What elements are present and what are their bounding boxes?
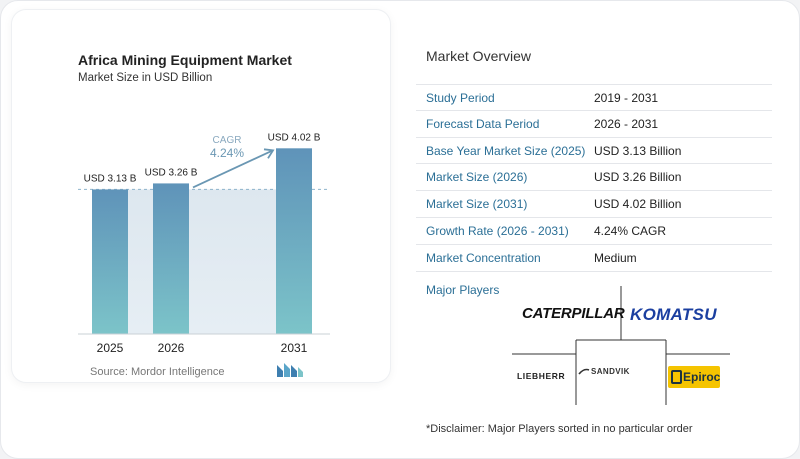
overview-row-value: 2019 - 2031: [594, 91, 659, 105]
x-tick-label: 2026: [158, 341, 185, 355]
sandvik-swoosh-icon: [578, 368, 590, 375]
overview-row: Forecast Data Period 2026 - 2031: [416, 111, 772, 138]
overview-row-label: Market Concentration: [426, 250, 541, 265]
bar-2025: [92, 189, 128, 334]
epiroc-logo-text: Epiroc: [683, 370, 721, 384]
caterpillar-logo: CATERPILLAR: [522, 305, 625, 322]
market-overview-title: Market Overview: [426, 48, 532, 64]
overview-row-value: USD 4.02 Billion: [594, 197, 682, 212]
x-tick-label: 2025: [97, 341, 124, 355]
overview-row: Market Size (2031) USD 4.02 Billion: [416, 191, 772, 218]
bar-chart: USD 3.13 B USD 3.26 B USD 4.02 B 2025 2026 2…: [78, 132, 330, 355]
cagr-value: 4.24%: [210, 146, 244, 160]
bar-2026: [153, 183, 189, 334]
chart-title: Africa Mining Equipment Market: [78, 52, 292, 68]
overview-row-label: Study Period: [426, 91, 495, 105]
major-players-title: Major Players: [426, 283, 500, 297]
bar-2031: [276, 148, 312, 334]
overview-row: Market Concentration Medium: [416, 245, 772, 272]
overview-row: Base Year Market Size (2025) USD 3.13 Bi…: [416, 138, 772, 165]
cagr-arrow-icon: [192, 149, 274, 189]
x-tick-label: 2031: [281, 341, 308, 355]
overview-row-value: Medium: [594, 250, 637, 265]
bar-value-label: USD 3.13 B: [84, 173, 137, 184]
overview-row: Growth Rate (2026 - 2031) 4.24% CAGR: [416, 218, 772, 245]
liebherr-logo: LIEBHERR: [517, 371, 566, 381]
overview-row-value: 2026 - 2031: [594, 116, 659, 131]
mordor-intelligence-logo-icon: [277, 363, 303, 377]
cagr-label: CAGR: [213, 135, 242, 146]
market-overview-table: Study Period 2019 - 2031 Forecast Data P…: [416, 84, 772, 272]
overview-row-label: Market Size (2026): [426, 170, 528, 185]
overview-row-label: Growth Rate (2026 - 2031): [426, 223, 569, 238]
overview-row-label: Market Size (2031): [426, 197, 528, 212]
overview-row: Market Size (2026) USD 3.26 Billion: [416, 164, 772, 192]
epiroc-e-icon: [671, 370, 682, 384]
overview-row: Study Period 2019 - 2031: [416, 84, 772, 111]
epiroc-logo: Epiroc: [668, 366, 720, 388]
sandvik-logo: SANDVIK: [591, 367, 630, 376]
source-note: Source: Mordor Intelligence: [90, 366, 225, 378]
cagr-arrowhead-icon: [263, 148, 275, 159]
bar-value-label: USD 3.26 B: [145, 167, 198, 178]
overview-row-label: Forecast Data Period: [426, 116, 540, 131]
komatsu-logo: KOMATSU: [630, 305, 717, 324]
overview-row-value: USD 3.13 Billion: [594, 143, 682, 158]
bar-value-label: USD 4.02 B: [268, 132, 321, 143]
forecast-band: [128, 189, 276, 334]
overview-row-value: 4.24% CAGR: [594, 223, 667, 238]
overview-row-value: USD 3.26 Billion: [594, 170, 682, 185]
chart-subtitle: Market Size in USD Billion: [78, 72, 213, 84]
overview-row-label: Base Year Market Size (2025): [426, 143, 586, 158]
disclaimer-note: *Disclaimer: Major Players sorted in no …: [426, 423, 693, 435]
